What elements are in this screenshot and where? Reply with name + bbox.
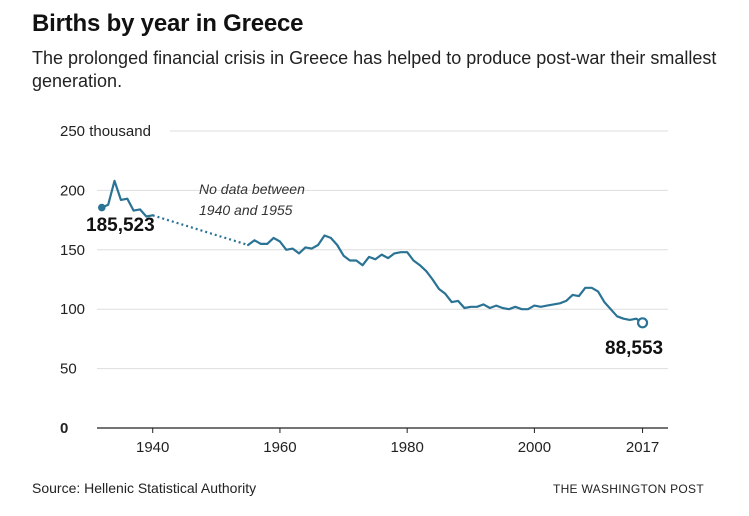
y-tick-label: 150 — [60, 242, 85, 259]
annotations: No data between 1940 and 1955 185,523 88… — [86, 181, 663, 359]
gap-note-line1: No data between — [199, 181, 305, 197]
gap-dotted-line — [152, 214, 249, 247]
gridlines — [97, 130, 668, 429]
y-tick-label: 250 thousand — [60, 123, 151, 140]
x-tick-label: 1960 — [263, 439, 296, 456]
x-tick-label: 1940 — [136, 439, 169, 456]
x-axis: 1940 1960 1980 2000 2017 — [136, 428, 659, 456]
y-tick-label: 200 — [60, 182, 85, 199]
gap-note-line2: 1940 and 1955 — [199, 202, 293, 218]
x-tick-label: 2000 — [518, 439, 551, 456]
post-war-series-line — [247, 234, 644, 324]
x-tick-label: 1980 — [390, 439, 423, 456]
start-point-marker — [98, 203, 106, 212]
y-axis: 0 50 100 150 200 250 thousand — [60, 123, 151, 437]
end-value-label: 88,553 — [605, 338, 663, 359]
pre-war-series-line — [100, 179, 154, 218]
y-tick-label: 0 — [60, 420, 68, 437]
chart-subtitle: The prolonged financial crisis in Greece… — [32, 48, 717, 91]
publisher-credit: THE WASHINGTON POST — [552, 482, 704, 496]
data-lines — [98, 179, 649, 329]
y-tick-label: 100 — [60, 301, 85, 318]
y-tick-label: 50 — [60, 361, 77, 378]
x-tick-label: 2017 — [626, 439, 659, 456]
chart-title: Births by year in Greece — [32, 10, 304, 37]
source-note: Source: Hellenic Statistical Authority — [32, 480, 257, 496]
end-point-marker — [636, 317, 649, 329]
start-value-label: 185,523 — [86, 215, 155, 236]
